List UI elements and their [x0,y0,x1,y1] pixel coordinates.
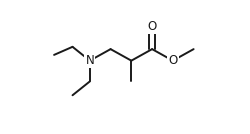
Text: O: O [148,20,157,33]
Text: O: O [168,54,177,67]
Text: N: N [86,54,94,67]
